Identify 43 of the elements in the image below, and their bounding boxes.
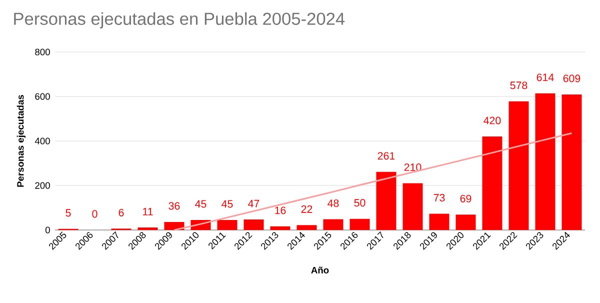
y-tick-label: 600 [35, 93, 50, 100]
data-label: 36 [168, 202, 180, 210]
data-label: 0 [92, 210, 98, 218]
chart-title: Personas ejecutadas en Puebla 2005-2024 [14, 12, 345, 28]
bar [482, 136, 502, 230]
bar [323, 219, 344, 230]
bar [270, 226, 290, 230]
bar [508, 101, 529, 230]
data-label: 11 [143, 208, 153, 216]
bar [164, 222, 184, 230]
data-label: 609 [563, 74, 580, 82]
bar [402, 183, 423, 230]
data-label: 22 [301, 205, 312, 213]
x-axis-title: Año [311, 266, 329, 274]
data-label: 261 [378, 152, 395, 160]
y-tick-label: 200 [35, 182, 50, 189]
bar [350, 218, 370, 230]
data-label: 5 [66, 209, 71, 217]
bar [217, 220, 238, 230]
bar [376, 172, 396, 230]
data-label: 50 [354, 199, 366, 207]
bar [244, 220, 264, 230]
y-tick-label: 800 [35, 48, 50, 56]
data-label: 73 [434, 194, 445, 202]
data-label: 48 [328, 199, 339, 208]
data-label: 614 [536, 74, 554, 82]
bar [429, 214, 450, 230]
data-label: 45 [222, 200, 233, 208]
bar [296, 225, 317, 230]
data-label: 69 [460, 194, 472, 202]
data-label: 578 [510, 82, 528, 90]
data-label: 420 [484, 116, 501, 124]
y-tick-label: 400 [34, 138, 50, 144]
y-tick-label: 0 [45, 226, 50, 234]
data-label: 47 [248, 200, 260, 208]
bar [535, 93, 556, 230]
data-label: 6 [118, 208, 124, 216]
bar [456, 214, 476, 230]
data-label: 16 [275, 206, 286, 214]
bar [562, 94, 582, 230]
data-label: 210 [404, 163, 422, 171]
data-label: 45 [195, 200, 206, 208]
y-axis-title: Personas ejecutadas [16, 94, 26, 187]
